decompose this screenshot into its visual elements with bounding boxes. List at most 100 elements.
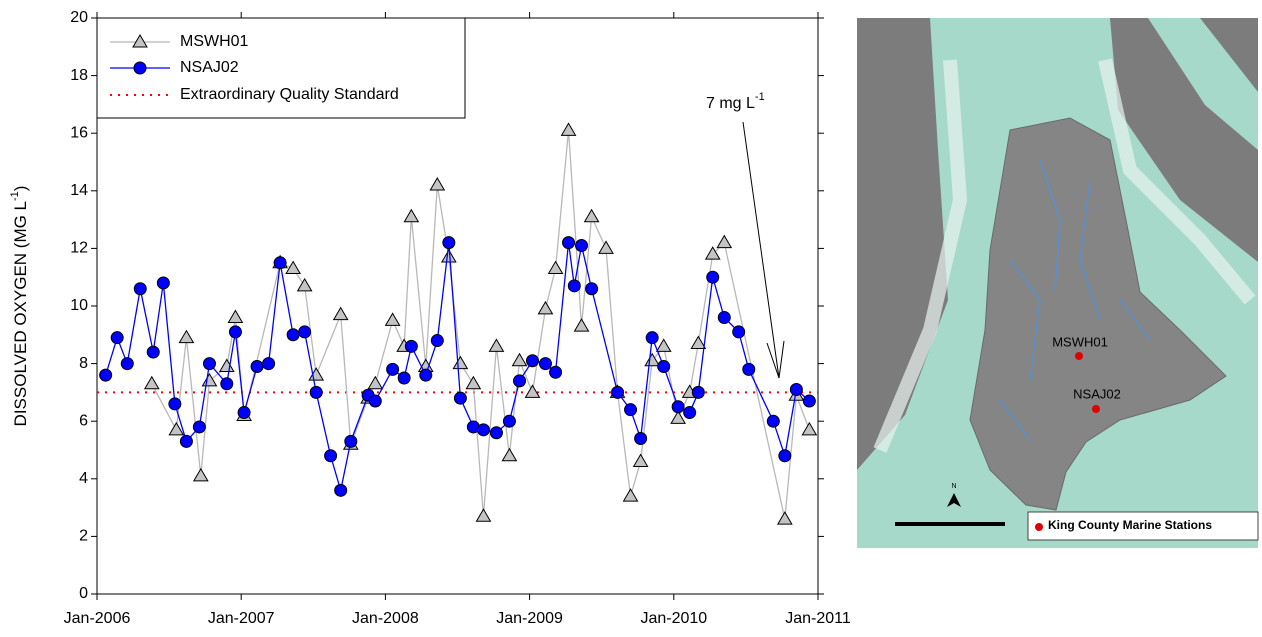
y-tick-label: 16 — [70, 124, 88, 141]
marker — [585, 210, 599, 222]
marker — [646, 332, 658, 344]
marker — [538, 302, 552, 314]
y-tick-label: 8 — [79, 355, 88, 372]
y-tick-label: 14 — [70, 182, 88, 199]
marker — [635, 432, 647, 444]
marker — [692, 386, 704, 398]
marker — [599, 241, 613, 253]
marker — [549, 262, 563, 274]
marker — [586, 283, 598, 295]
marker — [420, 369, 432, 381]
marker — [310, 386, 322, 398]
marker — [145, 377, 159, 389]
marker — [568, 280, 580, 292]
x-tick-label: Jan-2010 — [640, 610, 707, 627]
map-legend-marker — [1035, 523, 1043, 531]
legend-label: NSAJ02 — [180, 59, 239, 76]
y-tick-label: 6 — [79, 412, 88, 429]
marker — [431, 335, 443, 347]
marker — [490, 427, 502, 439]
marker — [228, 311, 242, 323]
marker — [790, 384, 802, 396]
marker — [707, 271, 719, 283]
map-station — [1075, 352, 1083, 360]
marker — [625, 404, 637, 416]
marker — [803, 395, 815, 407]
marker — [369, 395, 381, 407]
annotation-sup: -1 — [755, 91, 765, 103]
legend-label: MSWH01 — [180, 33, 249, 50]
north-label: N — [951, 483, 956, 490]
marker — [672, 401, 684, 413]
marker — [335, 484, 347, 496]
series-line — [152, 130, 810, 519]
marker — [274, 257, 286, 269]
annotation-arrow — [743, 122, 779, 378]
annotation-text: 7 mg L — [706, 95, 755, 112]
marker — [454, 392, 466, 404]
map-legend-label: King County Marine Stations — [1048, 518, 1212, 532]
map-station — [1092, 405, 1100, 413]
marker — [368, 377, 382, 389]
y-axis-label: DISSOLVED OXYGEN (MG L-1) — [9, 186, 31, 427]
marker — [526, 355, 538, 367]
map: MSWH01 NSAJ02 N King County Marine Stati… — [857, 18, 1258, 548]
marker — [717, 236, 731, 248]
x-tick-label: Jan-2006 — [64, 610, 131, 627]
annotation-arrowhead — [767, 341, 784, 378]
marker — [576, 240, 588, 252]
marker — [718, 312, 730, 324]
marker — [503, 415, 515, 427]
y-label-sup: -1 — [9, 191, 21, 201]
marker — [489, 339, 503, 351]
station-label: MSWH01 — [1052, 334, 1108, 349]
marker — [430, 178, 444, 190]
marker — [147, 346, 159, 358]
marker — [238, 407, 250, 419]
marker — [476, 509, 490, 521]
marker — [345, 435, 357, 447]
marker — [443, 237, 455, 249]
y-tick-label: 20 — [70, 9, 88, 26]
y-tick-label: 0 — [79, 585, 88, 602]
marker — [251, 360, 263, 372]
marker — [624, 489, 638, 501]
marker — [405, 340, 417, 352]
marker — [634, 455, 648, 467]
marker — [802, 423, 816, 435]
marker — [229, 326, 241, 338]
x-tick-label: Jan-2009 — [496, 610, 563, 627]
y-tick-label: 10 — [70, 297, 88, 314]
marker — [779, 450, 791, 462]
marker — [612, 386, 624, 398]
marker — [513, 354, 527, 366]
marker — [562, 123, 576, 135]
y-tick-label: 12 — [70, 240, 88, 257]
page: MSWH01 NSAJ02 N King County Marine Stati… — [0, 0, 1262, 632]
marker — [203, 358, 215, 370]
marker — [575, 319, 589, 331]
legend-label: Extraordinary Quality Standard — [180, 86, 399, 103]
marker — [657, 339, 671, 351]
x-tick-label: Jan-2011 — [785, 610, 851, 627]
x-tick-label: Jan-2008 — [352, 610, 419, 627]
marker — [778, 512, 792, 524]
x-tick-label: Jan-2007 — [208, 610, 275, 627]
scale-bar — [895, 522, 1005, 526]
marker — [286, 262, 300, 274]
marker — [100, 369, 112, 381]
marker — [442, 250, 456, 262]
marker — [169, 398, 181, 410]
marker — [539, 358, 551, 370]
y-label-end: ) — [11, 186, 30, 192]
marker — [299, 326, 311, 338]
y-tick-label: 18 — [70, 67, 88, 84]
marker — [387, 363, 399, 375]
marker — [684, 407, 696, 419]
marker — [180, 435, 192, 447]
marker — [502, 449, 516, 461]
marker — [193, 421, 205, 433]
marker — [325, 450, 337, 462]
legend-marker — [134, 62, 146, 74]
station-label: NSAJ02 — [1073, 386, 1121, 401]
